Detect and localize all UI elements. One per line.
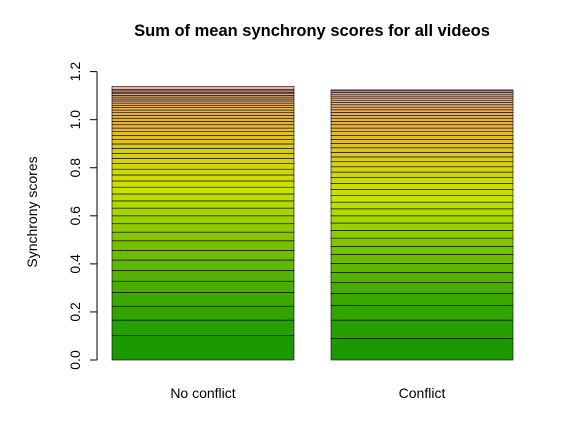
bar-segment (330, 222, 514, 231)
bar-segment (111, 107, 295, 111)
bar-segment (111, 112, 295, 116)
bar-segment (330, 112, 514, 116)
bar-segment (111, 223, 295, 233)
bar-segment (111, 109, 295, 114)
bar-segment (111, 100, 295, 104)
bar-segment (330, 106, 514, 111)
bar-segment (111, 135, 295, 140)
bar-segment (330, 166, 514, 173)
y-tick-label: 0.6 (67, 206, 83, 226)
bar-segment (330, 263, 514, 273)
bar-segment (330, 152, 514, 158)
bar-segment (330, 189, 514, 196)
bar-segment (111, 215, 295, 225)
bar-segment (111, 86, 295, 90)
bar-segment (330, 131, 514, 136)
bar-segment (330, 143, 514, 149)
bar-segment (111, 153, 295, 159)
bar-segment (111, 127, 295, 132)
bar-segment (330, 246, 514, 255)
bar-segment (330, 282, 514, 294)
bar-segment (330, 117, 514, 122)
bar-segment (330, 99, 514, 103)
bar-segment (111, 174, 295, 182)
bar-segment (111, 163, 295, 170)
bar-segment (111, 280, 295, 293)
bar-segment (330, 293, 514, 306)
bar-segment (111, 158, 295, 164)
bar-segment (330, 201, 514, 210)
bar-segment (330, 102, 514, 106)
category-label: Conflict (399, 385, 446, 401)
bar-segment (111, 186, 295, 195)
y-tick-label: 1.0 (67, 110, 83, 130)
y-tick-label: 0.4 (67, 254, 83, 274)
bar-segment (111, 231, 295, 242)
x-axis-labels: No conflict Conflict (170, 385, 445, 401)
y-tick-label: 0.0 (67, 350, 83, 370)
bar-segment (330, 156, 514, 163)
y-tick-label: 0.2 (67, 302, 83, 322)
bar-segment (111, 207, 295, 217)
bar-segment (111, 292, 295, 307)
bar-segment (111, 117, 295, 122)
bar-segment (330, 305, 514, 321)
bar-segment (330, 183, 514, 190)
bar-segment (111, 102, 295, 106)
bar-segment (111, 335, 295, 361)
bar-segment (330, 319, 514, 339)
bar-segment (111, 193, 295, 202)
bar-segment (111, 259, 295, 271)
bars-group (111, 86, 514, 361)
bar-segment (111, 115, 295, 119)
bar-segment (111, 148, 295, 154)
bar-segment (111, 200, 295, 209)
bar-segment (330, 104, 514, 108)
bar-segment (111, 270, 295, 282)
bar-segment (111, 131, 295, 136)
bar-segment (330, 195, 514, 203)
bar-segment (111, 143, 295, 149)
y-axis: 0.0 0.2 0.4 0.6 0.8 1.0 1.2 (67, 62, 98, 370)
bar-conflict (330, 89, 514, 361)
y-tick-label: 0.8 (67, 158, 83, 178)
bar-segment (330, 147, 514, 153)
y-tick-label: 1.2 (67, 62, 83, 82)
bar-segment (111, 319, 295, 337)
bar-segment (111, 124, 295, 129)
bar-segment (111, 240, 295, 251)
bar-segment (330, 161, 514, 168)
bar-segment (111, 180, 295, 188)
bar-segment (330, 338, 514, 361)
bar-segment (111, 250, 295, 261)
bar-segment (330, 97, 514, 101)
bar-segment (330, 230, 514, 239)
bar-segment (330, 215, 514, 224)
bar-segment (111, 139, 295, 145)
bar-segment (330, 254, 514, 264)
bar-segment (111, 104, 295, 108)
bar-segment (330, 171, 514, 178)
chart-title: Sum of mean synchrony scores for all vid… (134, 22, 490, 40)
bar-segment (111, 305, 295, 321)
y-axis-label: Synchrony scores (24, 156, 40, 267)
bar-no-conflict (111, 86, 295, 361)
bar-segment (330, 127, 514, 132)
bar-segment (111, 121, 295, 126)
category-label: No conflict (170, 385, 235, 401)
bar-segment (330, 109, 514, 113)
bar-segment (330, 124, 514, 129)
bar-segment (330, 208, 514, 217)
bar-segment (330, 121, 514, 126)
bar-segment (330, 237, 514, 247)
bar-segment (330, 135, 514, 140)
bar-segment (330, 115, 514, 119)
bar-segment (330, 89, 514, 92)
bar-segment (111, 168, 295, 176)
bar-segment (330, 177, 514, 184)
bar-segment (330, 272, 514, 283)
bar-segment (330, 139, 514, 144)
